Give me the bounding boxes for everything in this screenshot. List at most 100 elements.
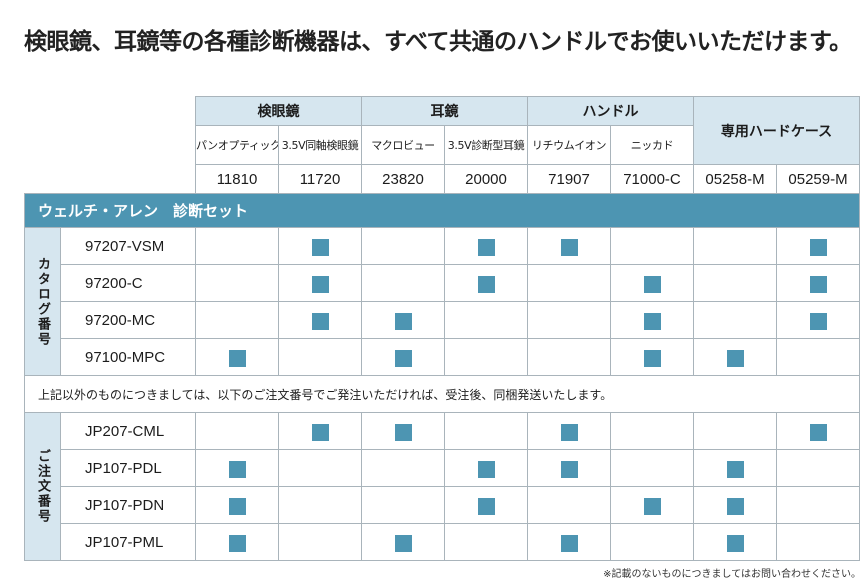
included-mark-icon	[477, 460, 495, 478]
compat-cell	[278, 412, 362, 450]
table-row: ご注文番号 JP207-CML	[24, 412, 860, 561]
order-number-label: ご注文番号	[24, 412, 61, 561]
product-code: JP107-PML	[60, 523, 196, 561]
model-number: 11810	[195, 164, 279, 194]
included-mark-icon	[311, 312, 329, 330]
catalog-number-label-text: カタログ番号	[35, 256, 50, 347]
compat-cell	[195, 338, 279, 376]
compat-cell	[361, 264, 445, 302]
included-mark-icon	[477, 275, 495, 293]
included-mark-icon	[394, 534, 412, 552]
model-number: 05259-M	[776, 164, 860, 194]
compat-cell	[444, 449, 528, 487]
compat-cell	[776, 264, 860, 302]
group-header-row: 検眼鏡 耳鏡 ハンドル 専用ハードケース	[24, 96, 860, 165]
group-ophthalmoscope: 検眼鏡	[195, 96, 362, 126]
section-header-row: ウェルチ・アレン 診断セット	[24, 193, 860, 228]
compat-cell	[527, 338, 611, 376]
compat-cell	[195, 412, 279, 450]
order-note: 上記以外のものにつきましては、以下のご注文番号でご発注いただければ、受注後、同梱…	[24, 375, 860, 413]
compat-cell	[361, 227, 445, 265]
compat-cell	[444, 412, 528, 450]
table-row: JP107-PDL	[25, 449, 860, 487]
compat-cell	[527, 264, 611, 302]
included-mark-icon	[228, 460, 246, 478]
compat-cell	[693, 227, 777, 265]
compat-cell	[693, 449, 777, 487]
compat-cell	[278, 227, 362, 265]
table-row: JP107-PML	[25, 523, 860, 561]
included-mark-icon	[394, 349, 412, 367]
subheader-lithium-ion: リチウムイオン	[527, 125, 611, 165]
included-mark-icon	[228, 534, 246, 552]
compat-cell	[610, 338, 694, 376]
subheader-coaxial: 3.5V同軸検眼鏡	[278, 125, 362, 165]
compat-cell	[527, 412, 611, 450]
compat-cell	[693, 301, 777, 339]
compat-cell	[776, 227, 860, 265]
compat-cell	[527, 227, 611, 265]
table-row: 97200-C	[25, 264, 860, 302]
catalog-number-label: カタログ番号	[24, 227, 61, 376]
compat-cell	[776, 449, 860, 487]
included-mark-icon	[311, 275, 329, 293]
compat-cell	[361, 523, 445, 561]
compat-cell	[361, 412, 445, 450]
included-mark-icon	[311, 423, 329, 441]
compat-cell	[361, 338, 445, 376]
included-mark-icon	[643, 275, 661, 293]
compat-cell	[527, 449, 611, 487]
included-mark-icon	[809, 312, 827, 330]
compat-cell	[693, 486, 777, 524]
table-corner-blank	[24, 96, 196, 165]
compat-cell	[278, 338, 362, 376]
compat-cell	[527, 486, 611, 524]
compat-cell	[610, 486, 694, 524]
compat-cell	[610, 227, 694, 265]
product-code: JP107-PDN	[60, 486, 196, 524]
note-row: 上記以外のものにつきましては、以下のご注文番号でご発注いただければ、受注後、同梱…	[24, 375, 860, 413]
included-mark-icon	[726, 349, 744, 367]
compat-cell	[195, 449, 279, 487]
model-number: 71000-C	[610, 164, 694, 194]
compat-cell	[444, 338, 528, 376]
compat-cell	[195, 486, 279, 524]
model-number: 20000	[444, 164, 528, 194]
product-code: JP207-CML	[60, 412, 196, 450]
included-mark-icon	[477, 497, 495, 515]
compat-cell	[693, 523, 777, 561]
footnote: ※記載のないものにつきましてはお問い合わせください。	[603, 569, 861, 580]
compat-cell	[195, 523, 279, 561]
included-mark-icon	[228, 497, 246, 515]
model-number: 05258-M	[693, 164, 777, 194]
included-mark-icon	[809, 238, 827, 256]
compat-cell	[610, 412, 694, 450]
product-code: 97200-MC	[60, 301, 196, 339]
compat-cell	[278, 523, 362, 561]
included-mark-icon	[394, 423, 412, 441]
compat-cell	[610, 301, 694, 339]
group-otoscope: 耳鏡	[361, 96, 528, 126]
page-title: 検眼鏡、耳鏡等の各種診断機器は、すべて共通のハンドルでお使いいただけます。	[24, 29, 852, 55]
table-row: カタログ番号 97207-VSM	[24, 227, 860, 376]
compat-cell	[693, 264, 777, 302]
included-mark-icon	[228, 349, 246, 367]
table-row: 97200-MC	[25, 301, 860, 339]
compat-cell	[444, 264, 528, 302]
compat-cell	[361, 449, 445, 487]
included-mark-icon	[560, 534, 578, 552]
compat-cell	[444, 227, 528, 265]
compat-cell	[776, 486, 860, 524]
model-number-row: 11810 11720 23820 20000 71907 71000-C 05…	[24, 164, 860, 194]
model-row-blank	[24, 164, 196, 194]
compat-cell	[693, 412, 777, 450]
included-mark-icon	[394, 312, 412, 330]
compat-cell	[278, 486, 362, 524]
compat-cell	[444, 301, 528, 339]
subheader-diagnostic-otoscope: 3.5V診断型耳鏡	[444, 125, 528, 165]
included-mark-icon	[477, 238, 495, 256]
included-mark-icon	[643, 349, 661, 367]
compat-cell	[776, 523, 860, 561]
compat-cell	[610, 449, 694, 487]
compat-cell	[776, 301, 860, 339]
